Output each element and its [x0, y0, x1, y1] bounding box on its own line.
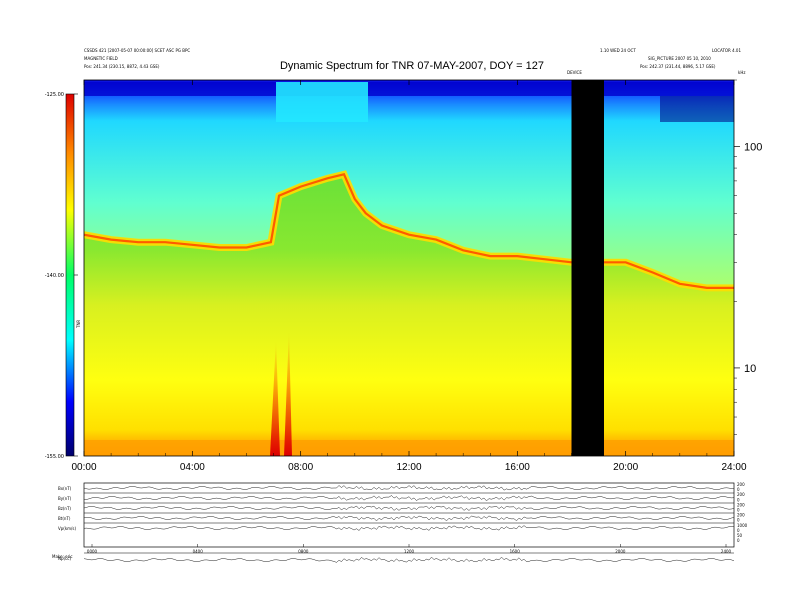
deep-blue-band [660, 96, 734, 122]
x-axis-ticks: 00:00 04:00 08:00 12:00 16:00 20:00 24:00 [71, 80, 747, 473]
header-right-line3: SIG_PICTURE 2007 05 10, 2010 [648, 56, 711, 61]
panel-x-tick-label-4: 1600 [510, 549, 521, 554]
burst-spike-2 [284, 330, 292, 456]
panel-trace-4 [83, 525, 735, 531]
panel-label-3: Bt(nT) [58, 516, 71, 521]
panel-x-tick-label-3: 1200 [404, 549, 415, 554]
y-tick-label-0: 100 [744, 142, 762, 154]
colorbar-tick-label-1: -140.00 [45, 273, 64, 279]
x-tick-label-0: 00:00 [71, 462, 96, 473]
colorbar-ticks: -125.00 -140.00 -155.00 [45, 92, 78, 460]
data-gap [571, 80, 604, 456]
y-unit-label: kHz [738, 70, 745, 75]
panel-trace-0 [83, 485, 735, 491]
panel-label-1: By(nT) [58, 496, 72, 501]
panel-label-4: Vp(km/s) [58, 526, 76, 531]
parameter-panels: Bx(nT) By(nT) Bz(nT) Bt(nT) Vp(km/s) Np(cc) 20… [58, 482, 748, 563]
header-left-line2: MAGNETIC FIELD [84, 56, 118, 61]
panels-frame [83, 482, 735, 548]
panel-trace-1 [84, 495, 735, 502]
burst-spike-1 [270, 340, 280, 456]
panel-x-tick-label-2: 0800 [298, 549, 309, 554]
panel-right-tick-10: 50 [737, 533, 743, 538]
chart-title: Dynamic Spectrum for TNR 07-MAY-2007, DO… [280, 60, 544, 72]
header-right-line2: LOCATOR 4.01 [712, 48, 741, 53]
x-tick-label-3: 12:00 [396, 462, 421, 473]
x-tick-label-4: 16:00 [505, 462, 530, 473]
cyan-gap-band [276, 82, 368, 122]
x-tick-label-5: 20:00 [613, 462, 638, 473]
panel-x-tick-label-5: 2000 [615, 549, 626, 554]
panel-right-tick-4: 200 [737, 502, 745, 507]
panel-right-tick-7: 0 [737, 518, 740, 523]
panel-label-2: Bz(nT) [58, 506, 71, 511]
panel-label-0: Bx(nT) [58, 486, 72, 491]
panel-right-tick-11: 0 [737, 538, 740, 543]
footer-text: Make: eric [52, 554, 73, 559]
header-right-line4: Pos: 242.37 (231.44, 8896, 5.17 GSE) [640, 64, 716, 69]
colorbar-tick-label-0: -125.00 [45, 92, 64, 98]
spectrogram [84, 80, 734, 456]
panel-right-tick-3: 0 [737, 497, 740, 502]
panel-x-tick-label-6: 2400 [721, 549, 732, 554]
panel-right-tick-0: 200 [737, 482, 745, 487]
panel-trace-5 [83, 556, 735, 563]
panel-right-tick-9: 0 [737, 528, 740, 533]
colorbar-label: TNR [76, 320, 81, 329]
panel-trace-2 [83, 505, 735, 511]
header-right-line1: 1.10 WED 24 OCT [600, 48, 636, 53]
panel-right-tick-6: 200 [737, 513, 745, 518]
panel-label-5: Np(cc) [58, 556, 71, 561]
panel-x-tick-label-0: 0000 [87, 549, 98, 554]
panel-right-tick-2: 200 [737, 492, 745, 497]
panel-x-tick-label-1: 0400 [193, 549, 204, 554]
x-tick-label-1: 04:00 [180, 462, 205, 473]
y-tick-label-1: 10 [744, 363, 756, 375]
x-tick-label-2: 08:00 [288, 462, 313, 473]
y-axis-ticks: 100 10 [734, 79, 762, 435]
panel-right-tick-5: 0 [737, 508, 740, 513]
data-gap-label: DEVICE [567, 70, 582, 75]
panel-right-tick-8: 1000 [737, 523, 748, 528]
plasma-line-core [84, 173, 734, 289]
x-tick-label-6: 24:00 [721, 462, 746, 473]
header-left-line3: Pos: 241.34 (230.15, 8872, 4.43 GSE) [84, 64, 160, 69]
header-left-line1: CSSDS 421 [2007-05-07 00:00:00] SCET ASC… [84, 48, 190, 53]
colorbar-tick-label-2: -155.00 [45, 454, 64, 460]
panel-right-tick-1: 0 [737, 487, 740, 492]
panel-trace-3 [83, 515, 735, 522]
colorbar [65, 93, 75, 457]
